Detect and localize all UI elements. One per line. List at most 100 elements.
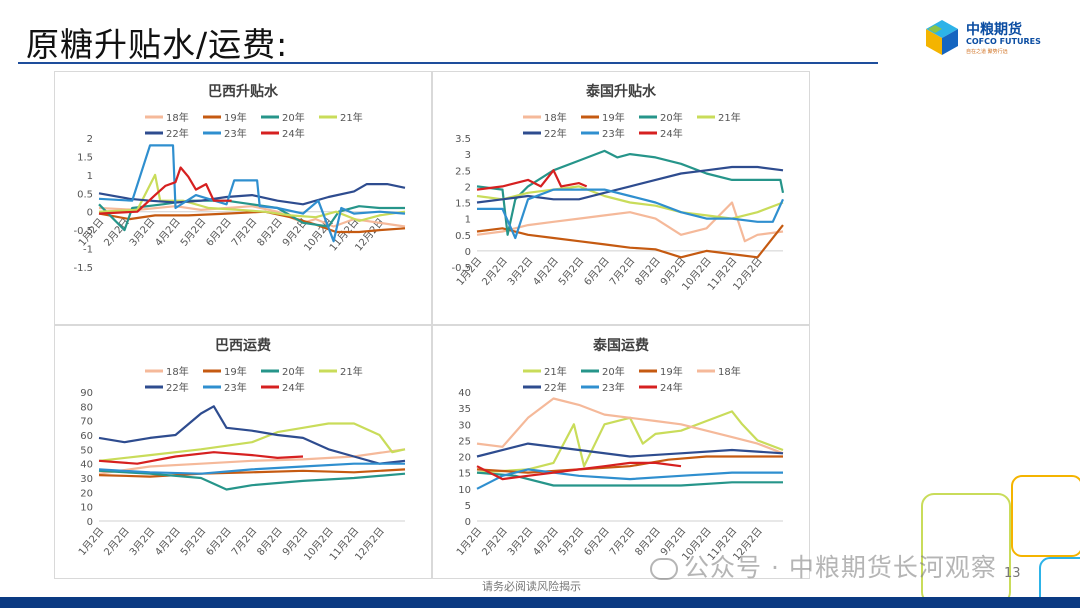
y-tick-label: 0 bbox=[465, 517, 471, 528]
y-tick-label: 3 bbox=[465, 150, 471, 161]
legend-label: 19年 bbox=[224, 365, 247, 378]
series-line-22年 bbox=[98, 405, 406, 465]
legend-label: 20年 bbox=[660, 111, 683, 124]
x-tick-label: 1月2日 bbox=[76, 525, 106, 558]
y-tick-label: 0.5 bbox=[455, 231, 471, 242]
x-tick-label: 7月2日 bbox=[607, 255, 637, 288]
series-line-24年 bbox=[98, 166, 232, 215]
y-tick-label: 30 bbox=[458, 420, 471, 431]
x-tick-label: 3月2日 bbox=[505, 255, 535, 288]
chart-title: 泰国运费 bbox=[592, 337, 649, 354]
series-line-19年 bbox=[476, 224, 784, 259]
y-tick-label: 80 bbox=[80, 402, 93, 413]
series-line-23年 bbox=[476, 468, 783, 490]
legend-label: 18年 bbox=[544, 111, 567, 124]
y-tick-label: 5 bbox=[465, 501, 471, 512]
legend-label: 19年 bbox=[602, 111, 625, 124]
y-tick-label: -0.5 bbox=[73, 226, 93, 237]
x-tick-label: 2月2日 bbox=[480, 255, 510, 288]
logo-english-name: COFCO FUTURES bbox=[966, 37, 1041, 46]
legend-label: 20年 bbox=[602, 365, 625, 378]
y-tick-label: 1.5 bbox=[77, 152, 93, 163]
series-line-22年 bbox=[476, 442, 784, 458]
legend-label: 20年 bbox=[282, 365, 305, 378]
y-tick-label: 40 bbox=[458, 388, 471, 399]
series-line-19年 bbox=[98, 468, 406, 478]
x-tick-label: 4月2日 bbox=[153, 525, 183, 558]
risk-disclaimer: 请务必阅读风险揭示 bbox=[482, 580, 581, 593]
legend-label: 22年 bbox=[166, 381, 189, 394]
logo-tagline: 自在之道 聚势行远 bbox=[966, 49, 1008, 55]
x-tick-label: 4月2日 bbox=[153, 216, 183, 249]
y-tick-label: 10 bbox=[80, 503, 93, 514]
x-tick-label: 7月2日 bbox=[607, 525, 637, 558]
legend-label: 24年 bbox=[282, 381, 305, 394]
legend-label: 21年 bbox=[340, 111, 363, 124]
series-line-22年 bbox=[98, 182, 406, 206]
x-tick-label: 6月2日 bbox=[582, 255, 612, 288]
legend-label: 23年 bbox=[602, 127, 625, 140]
legend-label: 23年 bbox=[224, 381, 247, 394]
x-tick-label: 3月2日 bbox=[505, 525, 535, 558]
chart-thailand-premium: 泰国升贴水 18年 19年 20年 21年 22年 23年 24年 3.5 3 2.5 2 1.5 1 0.… bbox=[451, 83, 785, 293]
x-tick-label: 6月2日 bbox=[582, 525, 612, 558]
y-tick-label: 15 bbox=[458, 469, 471, 480]
y-tick-label: 0 bbox=[87, 517, 93, 528]
series-line-18年 bbox=[476, 201, 784, 243]
y-tick-label: 20 bbox=[80, 488, 93, 499]
legend-label: 24年 bbox=[282, 127, 305, 140]
x-tick-label: 3月2日 bbox=[127, 525, 157, 558]
y-tick-label: 25 bbox=[458, 436, 471, 447]
y-tick-label: 60 bbox=[80, 431, 93, 442]
y-tick-label: 0 bbox=[87, 208, 93, 219]
series-line-23年 bbox=[98, 462, 405, 475]
x-tick-label: 5月2日 bbox=[556, 255, 586, 288]
series-line-24年 bbox=[98, 451, 304, 465]
legend-label: 19年 bbox=[224, 111, 247, 124]
y-tick-label: -0.5 bbox=[451, 263, 471, 274]
x-tick-label: 5月2日 bbox=[178, 216, 208, 249]
series-line-21年 bbox=[98, 173, 406, 222]
chart-brazil-freight: 巴西运费 18年 19年 20年 21年 22年 23年 24年 90 80 70 60 50 40 30 2… bbox=[76, 337, 406, 563]
series-line-18年 bbox=[476, 397, 784, 455]
y-tick-label: 40 bbox=[80, 460, 93, 471]
x-tick-label: 1月2日 bbox=[454, 525, 484, 558]
series-line-23年 bbox=[477, 188, 785, 240]
watermark-text: 公众号 · 中粮期货长河观察 bbox=[684, 553, 997, 582]
y-tick-label: -1 bbox=[83, 245, 93, 256]
x-tick-label: 5月2日 bbox=[556, 525, 586, 558]
company-logo: 中粮期货 COFCO FUTURES 自在之道 聚势行远 bbox=[922, 17, 1062, 57]
title-divider bbox=[18, 62, 878, 64]
x-tick-label: 7月2日 bbox=[229, 525, 259, 558]
legend-label: 22年 bbox=[166, 127, 189, 140]
series-line-24年 bbox=[476, 169, 588, 191]
x-tick-label: 3月2日 bbox=[127, 216, 157, 249]
y-tick-label: 90 bbox=[80, 388, 93, 399]
y-tick-label: 10 bbox=[458, 485, 471, 496]
chart-title: 泰国升贴水 bbox=[585, 83, 657, 100]
series-line-20年 bbox=[476, 149, 785, 236]
wechat-icon bbox=[650, 558, 678, 580]
y-tick-label: 70 bbox=[80, 417, 93, 428]
x-tick-label: 7月2日 bbox=[229, 216, 259, 249]
y-tick-label: 1 bbox=[465, 215, 471, 226]
series-line-20年 bbox=[98, 469, 406, 491]
y-tick-label: 50 bbox=[80, 445, 93, 456]
legend-label: 22年 bbox=[544, 127, 567, 140]
legend-label: 22年 bbox=[544, 381, 567, 394]
legend-label: 21年 bbox=[544, 365, 567, 378]
x-tick-label: 5月2日 bbox=[178, 525, 208, 558]
legend-label: 18年 bbox=[166, 365, 189, 378]
page-number: 13 bbox=[1004, 566, 1021, 581]
legend-label: 23年 bbox=[602, 381, 625, 394]
x-tick-label: 6月2日 bbox=[204, 525, 234, 558]
y-tick-label: 1.5 bbox=[455, 199, 471, 210]
x-tick-label: 2月2日 bbox=[102, 525, 132, 558]
y-tick-label: 35 bbox=[458, 404, 471, 415]
series-line-21年 bbox=[98, 422, 406, 462]
legend-label: 21年 bbox=[340, 365, 363, 378]
cube-logo-icon bbox=[926, 20, 958, 55]
footer-bar bbox=[0, 597, 1080, 608]
legend-label: 18年 bbox=[166, 111, 189, 124]
series-line-22年 bbox=[476, 165, 784, 204]
